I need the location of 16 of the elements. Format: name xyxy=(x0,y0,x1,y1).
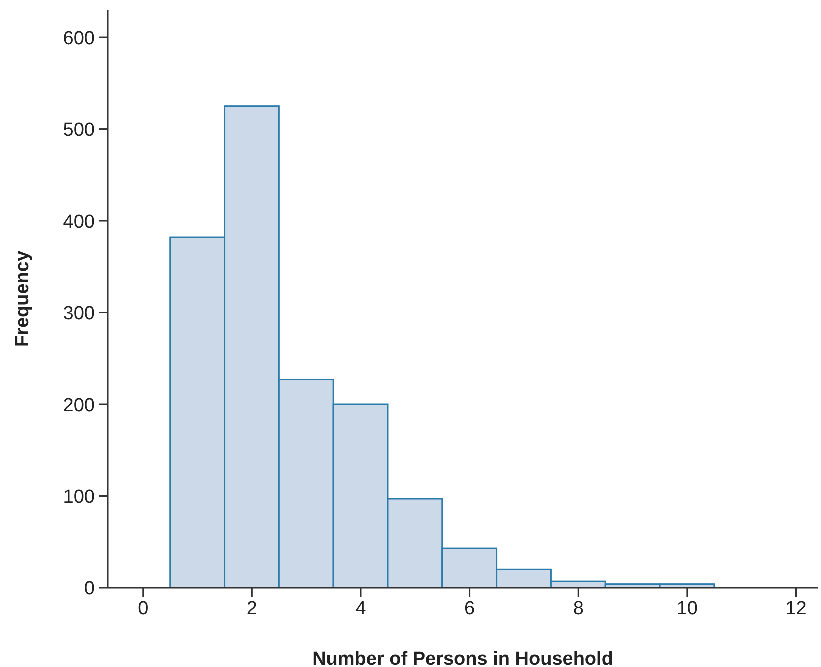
y-tick-label: 500 xyxy=(63,120,95,142)
y-tick-label: 0 xyxy=(84,578,95,600)
x-axis-title: Number of Persons in Household xyxy=(312,649,614,667)
y-axis-title: Frequency xyxy=(12,250,34,348)
x-tick-label: 2 xyxy=(246,598,258,620)
x-tick-label: 6 xyxy=(464,598,476,620)
y-tick-label: 200 xyxy=(63,395,95,416)
y-tick-label: 300 xyxy=(63,304,95,325)
x-tick-label: 12 xyxy=(786,598,807,620)
x-tick-label: 10 xyxy=(676,598,698,620)
y-tick-label: 600 xyxy=(63,28,95,50)
x-tick-label: 4 xyxy=(356,598,367,620)
y-tick-label: 400 xyxy=(63,212,95,233)
y-tick-label: 100 xyxy=(63,487,95,508)
x-tick-label: 8 xyxy=(573,598,584,620)
x-tick-label: 0 xyxy=(138,598,149,620)
